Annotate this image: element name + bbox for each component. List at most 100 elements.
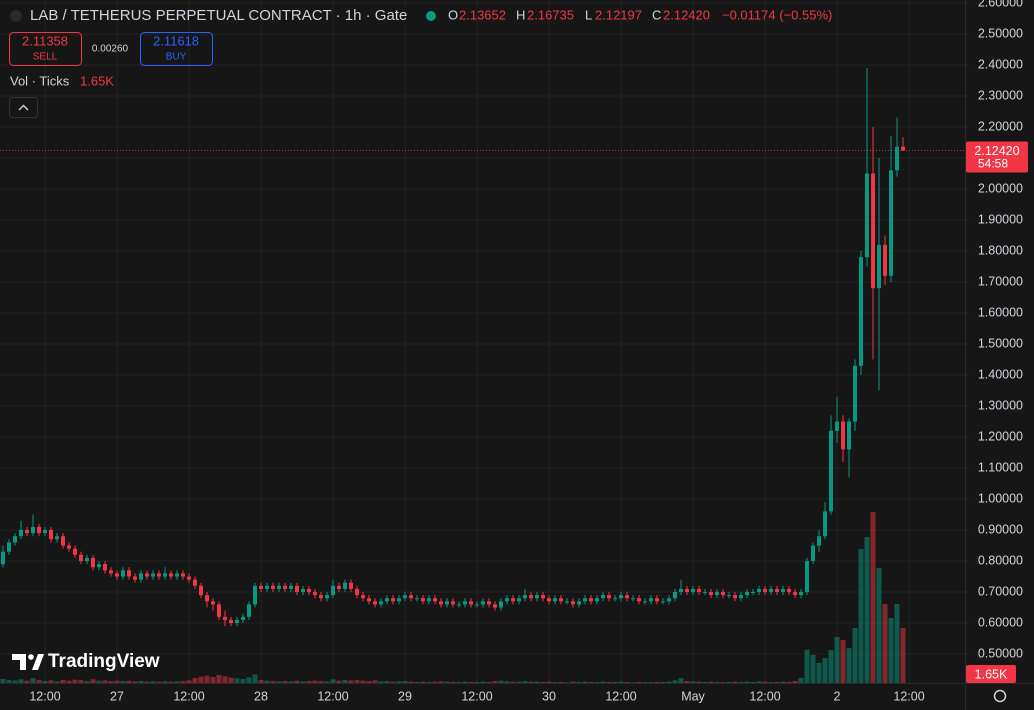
volume-bar — [564, 682, 570, 683]
candle-body — [13, 536, 18, 543]
y-tick-label: 1.30000 — [978, 398, 1023, 412]
y-tick-label: 1.50000 — [978, 336, 1023, 350]
candle-body — [439, 601, 444, 605]
candle-body — [121, 570, 126, 577]
candle-body — [589, 598, 594, 602]
volume-bar — [66, 680, 72, 683]
y-tick-label: 2.20000 — [978, 119, 1023, 133]
volume-bar — [336, 680, 342, 683]
candle-body — [133, 576, 138, 580]
volume-bar — [546, 681, 552, 683]
candle-body — [391, 598, 396, 602]
volume-bar — [204, 675, 210, 683]
candle-body — [703, 592, 708, 594]
volume-title[interactable]: Vol · Ticks — [10, 73, 70, 88]
candle-body — [901, 146, 906, 151]
candle-body — [631, 598, 636, 600]
volume-bar — [600, 681, 606, 683]
volume-bar — [552, 682, 558, 683]
candle-body — [61, 536, 66, 546]
volume-bar — [798, 678, 804, 683]
volume-bar — [834, 637, 840, 683]
candle-body — [49, 530, 54, 540]
candle-body — [277, 585, 282, 589]
volume-bar — [780, 681, 786, 683]
volume-bar — [492, 681, 498, 683]
candle-body — [463, 601, 468, 605]
y-tick-label: 0.70000 — [978, 584, 1023, 598]
candle-body — [445, 601, 450, 605]
candle-body — [181, 573, 186, 577]
candle-body — [661, 601, 666, 603]
candle-body — [169, 573, 174, 577]
candle-body — [835, 421, 840, 431]
y-tick-label: 1.80000 — [978, 243, 1023, 257]
candle-body — [91, 557, 96, 568]
volume-bar — [408, 681, 414, 683]
candle-body — [697, 588, 702, 593]
volume-bar — [354, 680, 360, 683]
volume-bar — [36, 680, 42, 683]
countdown: 54:58 — [978, 157, 1008, 171]
candle-body — [127, 570, 132, 577]
candle-body — [355, 588, 360, 596]
candle-body — [109, 570, 114, 574]
candle-body — [685, 588, 690, 593]
y-tick-label: 2.50000 — [978, 26, 1023, 40]
volume-bar — [714, 682, 720, 683]
buy-label: BUY — [166, 52, 187, 63]
volume-bar — [894, 604, 900, 683]
y-tick-label: 2.30000 — [978, 88, 1023, 102]
volume-bar — [366, 681, 372, 683]
candle-body — [31, 526, 36, 534]
candle-body — [649, 598, 654, 602]
candle-body — [679, 588, 684, 593]
volume-bar — [432, 681, 438, 683]
y-tick-label: 1.60000 — [978, 305, 1023, 319]
volume-bar — [726, 682, 732, 683]
volume-bar — [234, 678, 240, 683]
candle-body — [217, 604, 222, 617]
chart-title[interactable]: LAB / TETHERUS PERPETUAL CONTRACT · 1h ·… — [30, 7, 407, 24]
volume-bar — [324, 681, 330, 683]
legend-value: 2.12197 — [595, 7, 642, 22]
candle-body — [673, 592, 678, 599]
volume-bar — [654, 682, 660, 683]
x-tick-label: 12:00 — [29, 689, 60, 703]
sell-button[interactable] — [9, 32, 82, 66]
buy-button[interactable] — [140, 32, 213, 66]
volume-bar — [474, 682, 480, 683]
x-tick-label: 12:00 — [749, 689, 780, 703]
volume-bar — [198, 676, 204, 683]
volume-bar — [468, 682, 474, 683]
volume-bar — [642, 682, 648, 683]
candle-body — [883, 244, 888, 276]
settings-icon[interactable] — [993, 689, 1007, 703]
volume-bar — [0, 679, 6, 683]
volume-bar — [330, 679, 336, 683]
candle-body — [871, 173, 876, 289]
volume-bar — [630, 682, 636, 683]
plot-area: 0.50000 0.60000 0.70000 0.80000 0.90000 1.000… — [0, 0, 1023, 703]
volume-bar — [372, 680, 378, 683]
volume-bar — [738, 682, 744, 683]
volume-bar — [78, 680, 84, 683]
volume-bar — [846, 648, 852, 683]
candle-body — [889, 170, 894, 276]
volume-bar — [504, 681, 510, 683]
x-tick-label: 27 — [110, 689, 124, 703]
y-tick-label: 1.90000 — [978, 212, 1023, 226]
candle-body — [751, 592, 756, 594]
candle-body — [385, 598, 390, 602]
candle-body — [73, 548, 78, 555]
volume-bar — [612, 682, 618, 683]
collapse-button[interactable] — [9, 97, 38, 118]
volume-bar — [768, 682, 774, 683]
volume-bar — [138, 681, 144, 683]
volume-bar — [168, 681, 174, 683]
candle-body — [7, 542, 12, 552]
volume-bar — [606, 682, 612, 683]
candle-body — [193, 579, 198, 586]
volume-bar — [456, 682, 462, 683]
